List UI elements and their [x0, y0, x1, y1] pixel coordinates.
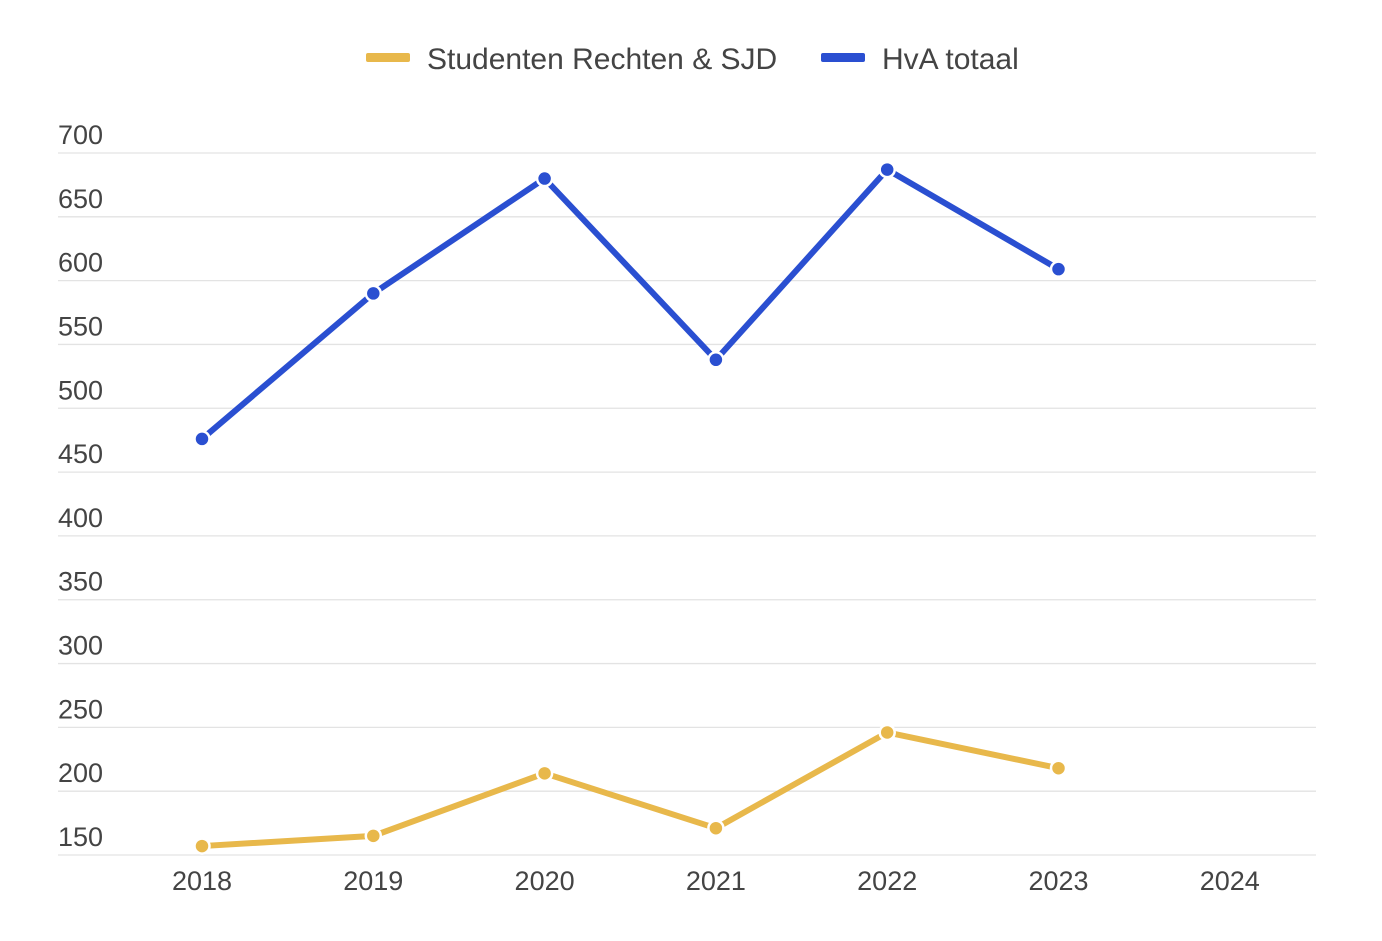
series-2 — [193, 160, 1068, 448]
data-point-2-2021[interactable] — [707, 351, 725, 369]
x-axis: 2018 2019 2020 2021 2022 2023 2024 — [172, 866, 1260, 896]
series — [193, 160, 1068, 855]
y-tick-label-250: 250 — [58, 694, 103, 724]
data-point-2-2018[interactable] — [193, 430, 211, 448]
x-tick-label-2020: 2020 — [515, 866, 575, 896]
x-tick-label-2021: 2021 — [686, 866, 746, 896]
y-tick-label-400: 400 — [58, 503, 103, 533]
y-tick-label-550: 550 — [58, 311, 103, 341]
data-point-1-2019[interactable] — [364, 827, 383, 845]
legend[interactable]: Studenten Rechten & SJD HvA totaal — [366, 43, 1019, 76]
y-tick-label-500: 500 — [58, 375, 103, 405]
y-tick-label-450: 450 — [58, 439, 103, 469]
data-point-1-2021[interactable] — [707, 819, 725, 837]
series-1 — [193, 723, 1068, 855]
y-tick-label-700: 700 — [58, 120, 103, 150]
gridlines — [58, 152, 1316, 856]
y-tick-label-350: 350 — [58, 567, 103, 597]
y-tick-label-200: 200 — [58, 758, 103, 788]
x-tick-label-2024: 2024 — [1200, 866, 1260, 896]
data-point-1-2023[interactable] — [1049, 759, 1068, 777]
legend-item-2[interactable]: HvA totaal — [821, 43, 1019, 76]
series-line-2 — [199, 166, 1062, 442]
data-point-2-2020[interactable] — [535, 169, 554, 188]
data-point-2-2023[interactable] — [1049, 260, 1068, 278]
legend-label-1: Studenten Rechten & SJD — [427, 43, 777, 76]
x-tick-label-2018: 2018 — [172, 866, 232, 896]
y-tick-label-150: 150 — [58, 822, 103, 852]
data-point-1-2018[interactable] — [193, 837, 211, 855]
series-line-1 — [199, 729, 1062, 850]
y-tick-label-650: 650 — [58, 184, 103, 214]
x-tick-label-2019: 2019 — [343, 866, 403, 896]
x-tick-label-2023: 2023 — [1028, 866, 1088, 896]
x-tick-label-2022: 2022 — [857, 866, 917, 896]
data-point-1-2020[interactable] — [535, 764, 554, 783]
data-point-1-2022[interactable] — [878, 723, 896, 742]
legend-item-1[interactable]: Studenten Rechten & SJD — [366, 43, 777, 76]
legend-label-2: HvA totaal — [882, 43, 1019, 76]
legend-swatch-1 — [366, 53, 410, 62]
legend-swatch-2 — [821, 53, 865, 62]
y-axis: 150 200 250 300 350 400 450 500 550 600 650 700 — [58, 120, 103, 852]
data-point-2-2022[interactable] — [878, 160, 896, 179]
y-tick-label-600: 600 — [58, 248, 103, 278]
data-point-2-2019[interactable] — [364, 284, 383, 303]
y-tick-label-300: 300 — [58, 631, 103, 661]
